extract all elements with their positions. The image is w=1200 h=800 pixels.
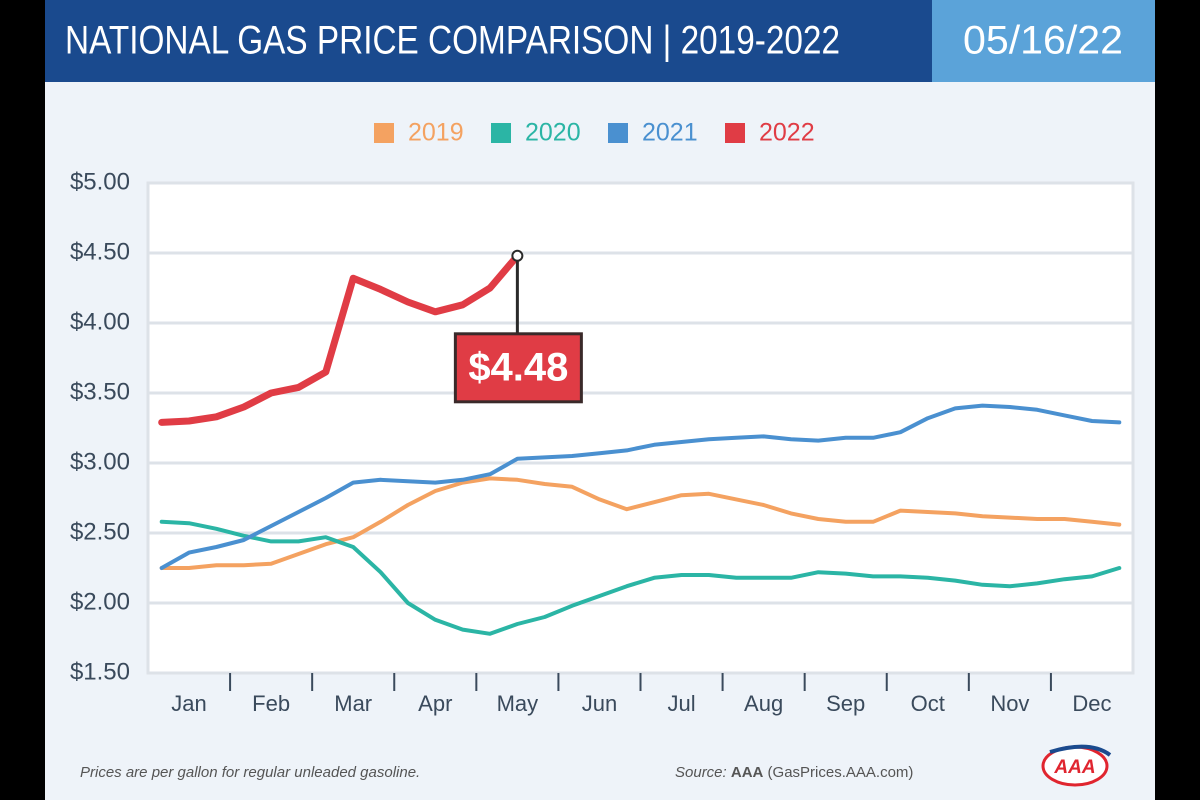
y-tick-label: $2.00 [70, 588, 130, 615]
source-prefix: Source: [675, 764, 727, 781]
x-tick-label: Oct [911, 691, 945, 716]
series-line [159, 519, 1122, 636]
legend-swatch [608, 123, 628, 143]
y-tick-label: $1.50 [70, 658, 130, 685]
x-tick-label: Aug [744, 691, 783, 716]
series-line [159, 403, 1122, 570]
callout-box [453, 332, 583, 404]
y-tick-label: $4.50 [70, 238, 130, 265]
x-tick-label: Feb [252, 691, 290, 716]
series-line [159, 476, 1122, 570]
value-label: $4.48 [468, 345, 568, 389]
legend-label: 2020 [525, 119, 581, 147]
legend-label: 2019 [408, 119, 464, 147]
legend-swatch [725, 123, 745, 143]
plot-area [148, 183, 1133, 673]
source: Source: AAA (GasPrices.AAA.com) [675, 764, 913, 781]
logo-swoosh [1049, 744, 1112, 757]
y-tick-label: $3.50 [70, 378, 130, 405]
note: Prices are per gallon for regular unlead… [80, 764, 420, 781]
y-tick-label: $3.00 [70, 448, 130, 475]
legend-label: 2022 [759, 119, 815, 147]
legend-swatch [491, 123, 511, 143]
date-box [932, 0, 1155, 82]
x-tick-label: Nov [990, 691, 1029, 716]
header-bar [45, 0, 932, 82]
y-tick-label: $4.00 [70, 308, 130, 335]
x-tick-label: May [497, 691, 539, 716]
x-tick-label: Dec [1072, 691, 1111, 716]
date: 05/16/22 [963, 19, 1123, 63]
x-tick-label: Jan [171, 691, 206, 716]
y-tick-label: $2.50 [70, 518, 130, 545]
y-tick-label: $5.00 [70, 168, 130, 195]
x-tick-label: Jul [667, 691, 695, 716]
callout-point [511, 249, 524, 262]
x-tick-label: Apr [418, 691, 452, 716]
source-name: AAA [731, 764, 764, 781]
logo: AAA [1053, 757, 1095, 778]
x-tick-label: Jun [582, 691, 617, 716]
lines: $4.48 [158, 249, 1122, 636]
series-line [158, 252, 521, 426]
legend: 2019 2020 2021 2022 [374, 119, 815, 147]
x-tick-label: Mar [334, 691, 372, 716]
legend-label: 2021 [642, 119, 698, 147]
legend-swatch [374, 123, 394, 143]
chart-title: NATIONAL GAS PRICE COMPARISON | 2019-202… [65, 19, 840, 63]
x-tick-label: Sep [826, 691, 865, 716]
source-site: (GasPrices.AAA.com) [768, 764, 914, 781]
grid: $1.50 $2.00 $2.50 $3.00 $3.50 $4.00 $4.50 $5.00… [70, 168, 1135, 716]
